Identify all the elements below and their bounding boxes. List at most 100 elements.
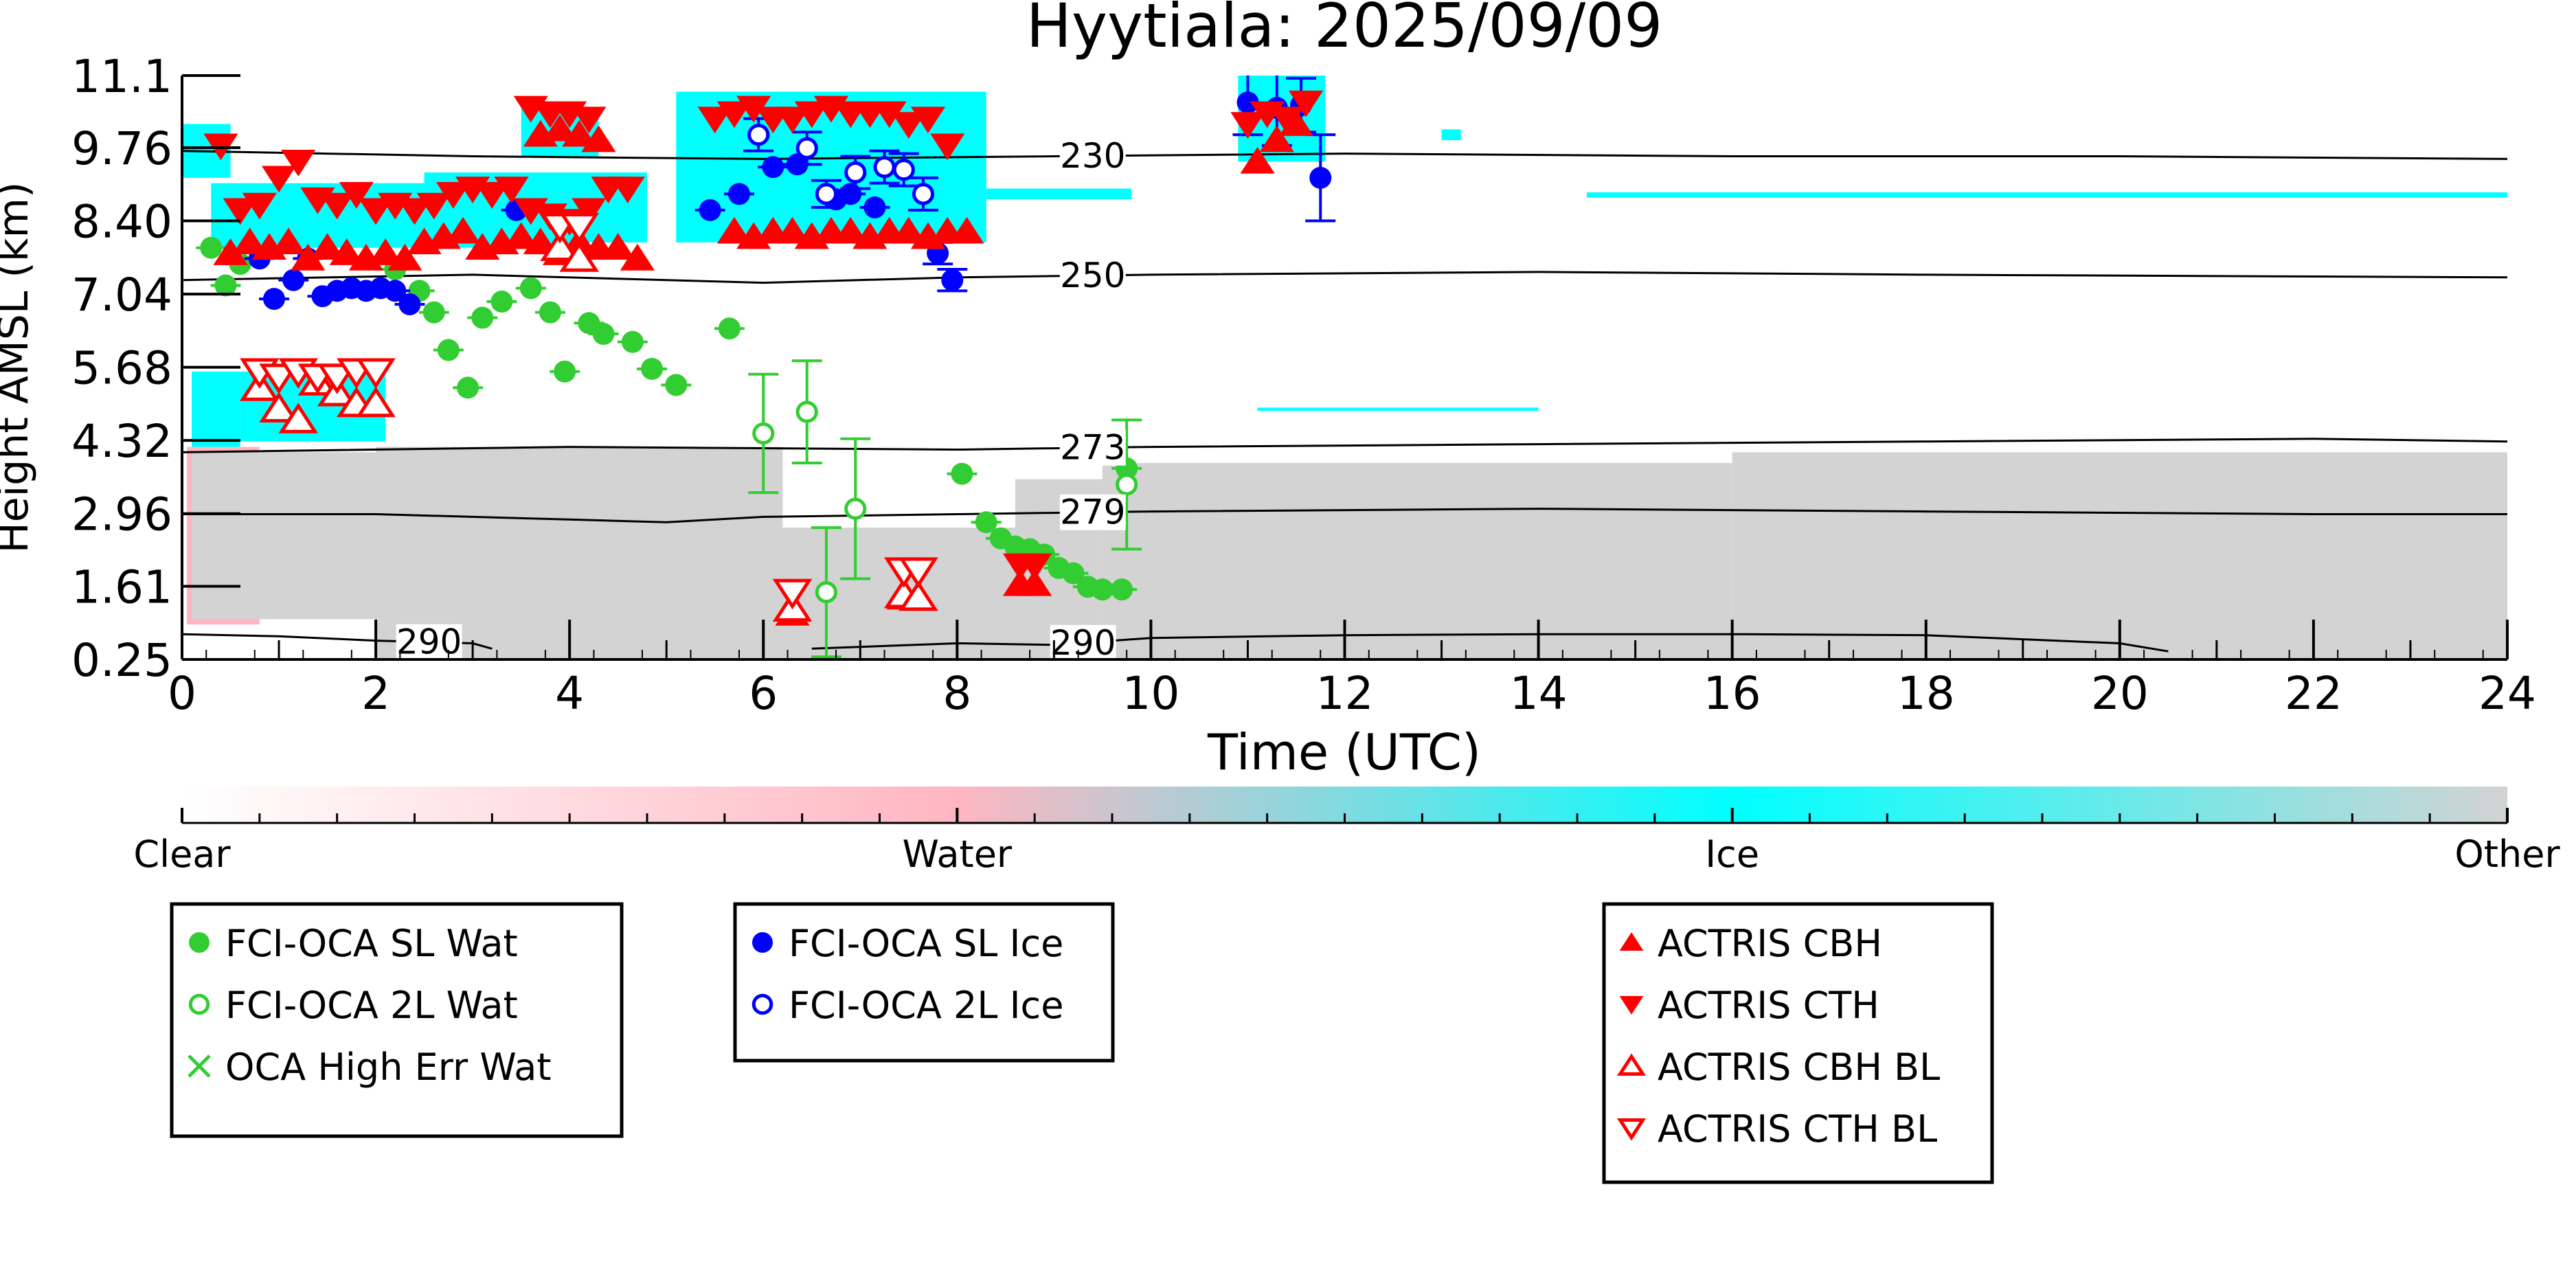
data-point [795, 400, 818, 423]
data-point [891, 112, 926, 139]
data-point [339, 182, 374, 209]
isotherm-label-bg [1059, 137, 1126, 174]
other-region [376, 447, 783, 659]
data-point [716, 101, 752, 128]
legend-label: ACTRIS CTH [1658, 984, 1879, 1027]
data-point [214, 274, 237, 297]
data-point [319, 192, 354, 220]
isotherm-273-line [182, 438, 2507, 453]
data-point [592, 323, 615, 346]
data-point [562, 120, 597, 147]
colorbar-label: Clear [133, 833, 231, 876]
data-point [775, 106, 810, 134]
isotherm-230-line [182, 150, 2507, 160]
y-tick-label: 5.68 [71, 342, 172, 395]
other-region [192, 452, 376, 620]
data-point [833, 216, 868, 244]
data-point [398, 293, 421, 315]
data-point [910, 106, 946, 134]
legend-marker-actris-cbh [1619, 932, 1644, 951]
cloud-classification-background [182, 76, 2507, 659]
isotherm-label: 290 [1050, 623, 1116, 663]
x-tick-label: 22 [2285, 667, 2342, 720]
plot-area [182, 76, 2507, 659]
data-point [494, 177, 529, 204]
data-point [504, 222, 539, 249]
data-point [232, 227, 267, 255]
ice-region [986, 188, 1132, 200]
isotherm-250-line [182, 271, 2507, 284]
data-point [519, 277, 542, 300]
data-point [697, 106, 732, 134]
data-point [941, 269, 964, 291]
legend-marker-fci-oca-sl-wat [189, 932, 210, 953]
data-point [368, 238, 403, 265]
data-point [223, 198, 258, 225]
colorbar-label: Ice [1705, 833, 1759, 876]
colorbar-label: Other [2454, 833, 2560, 876]
data-point [436, 182, 471, 209]
data-point [1062, 562, 1085, 585]
data-point [975, 511, 997, 534]
isotherm-label-bg [396, 624, 462, 660]
data-point [899, 557, 938, 588]
data-point [815, 183, 838, 205]
data-point [416, 192, 451, 220]
data-point [912, 183, 935, 205]
chart-title: Hyytiala: 2025/09/09 [1026, 0, 1662, 61]
x-tick-label: 20 [2091, 667, 2149, 720]
data-point [259, 363, 299, 394]
data-point [259, 392, 299, 423]
data-point [1111, 578, 1133, 601]
y-tick-label: 2.96 [71, 488, 172, 541]
x-tick-label: 2 [361, 667, 390, 720]
isotherm-label-bg [1050, 624, 1116, 661]
data-point [794, 101, 829, 128]
data-point [523, 227, 558, 255]
legend-marker-actris-cth [1619, 996, 1644, 1015]
data-point [542, 114, 578, 142]
y-tick-label: 9.76 [71, 122, 172, 175]
data-point [620, 243, 655, 271]
x-tick-label: 14 [1510, 667, 1568, 720]
data-point [540, 230, 580, 262]
data-point [572, 198, 607, 225]
data-point [445, 216, 481, 244]
data-point [951, 462, 973, 485]
data-point [844, 161, 867, 184]
data-point [281, 150, 316, 177]
x-tick-label: 24 [2478, 667, 2536, 720]
data-point [317, 363, 357, 394]
data-point [1091, 578, 1114, 601]
ice-region [1441, 129, 1461, 141]
data-point [262, 288, 285, 310]
data-point [397, 198, 432, 225]
isotherm-label-bg [1059, 429, 1126, 466]
data-point [356, 386, 396, 418]
isotherm-290-line [811, 633, 2169, 653]
data-point [475, 182, 510, 209]
x-tick-label: 8 [942, 667, 971, 720]
data-point [471, 306, 494, 329]
data-point [699, 199, 721, 221]
x-tick-label: 10 [1122, 667, 1179, 720]
y-tick-label: 7.04 [71, 269, 172, 321]
legend-marker-fci-oca-2l-ice [752, 993, 773, 1015]
data-point [747, 124, 770, 146]
data-point [242, 192, 277, 220]
other-region [1102, 463, 1732, 659]
legend-marker-fci-oca-2l-wat [188, 993, 210, 1015]
x-tick-label: 18 [1897, 667, 1955, 720]
isotherm-label: 230 [1060, 136, 1125, 176]
x-tick-label: 16 [1704, 667, 1761, 720]
data-point [775, 216, 810, 244]
axes: 0 2 4 6 8 10 12 14 16 18 20 22 240.251.612.964.325.6… [71, 50, 2536, 720]
data-point [795, 137, 818, 159]
data-point [844, 497, 867, 520]
y-tick-label: 11.1 [71, 50, 172, 103]
data-point [1240, 146, 1275, 174]
data-point [282, 269, 305, 291]
data-point [1116, 473, 1138, 496]
data-point [358, 198, 394, 225]
